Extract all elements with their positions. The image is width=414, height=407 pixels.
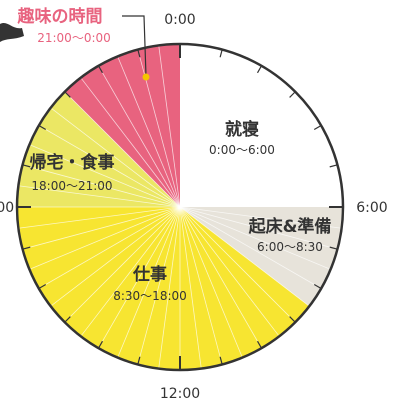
ticks-group xyxy=(17,44,343,370)
segment-time-work: 8:30〜18:00 xyxy=(113,289,187,303)
segment-home xyxy=(17,91,180,207)
spoke-line xyxy=(64,206,181,323)
segment-time-home: 18:00〜21:00 xyxy=(31,179,112,193)
hour-tick xyxy=(219,356,223,365)
spoke-line xyxy=(29,206,181,270)
segment-work xyxy=(16,207,310,370)
hour-tick xyxy=(97,65,104,74)
hour-label-12: 12:00 xyxy=(160,386,200,402)
hobby-leader-line xyxy=(122,15,147,77)
spoke-line xyxy=(137,206,181,365)
segment-label-work: 仕事 xyxy=(132,264,167,285)
spoke-line xyxy=(50,107,181,208)
spoke-line xyxy=(179,206,310,307)
hobby-time: 21:00〜0:00 xyxy=(37,31,111,45)
spoke-line xyxy=(38,206,181,289)
hour-tick xyxy=(22,164,31,168)
hour-tick xyxy=(137,356,141,365)
segment-sleep xyxy=(180,44,343,207)
hour-tick xyxy=(329,164,338,168)
hour-tick xyxy=(313,124,322,131)
hour-tick xyxy=(256,340,263,349)
hour-tick xyxy=(137,49,141,58)
segment-label-sleep: 就寝 xyxy=(225,119,259,140)
spoke-line xyxy=(179,206,280,337)
spoke-line xyxy=(98,65,181,208)
spoke-line xyxy=(179,206,296,323)
spoke-line xyxy=(64,91,181,208)
hour-tick xyxy=(289,316,296,323)
spoke-line xyxy=(179,206,331,270)
hour-tick xyxy=(313,283,322,290)
spoke-line xyxy=(80,77,181,208)
hour-tick xyxy=(289,91,296,98)
spoke-line xyxy=(29,144,181,208)
hour-label-6: 6:00 xyxy=(356,200,387,216)
hour-label-0: 0:00 xyxy=(164,12,195,28)
spoke-line xyxy=(80,206,181,337)
spoke-line xyxy=(22,164,181,208)
spoke-line xyxy=(18,185,181,208)
segments-group xyxy=(16,44,343,370)
spoke-line xyxy=(179,206,338,250)
segment-label-home: 帰宅・食事 xyxy=(30,152,115,173)
spoke-line xyxy=(158,206,181,369)
hour-tick xyxy=(64,91,71,98)
spoke-line xyxy=(50,206,181,307)
hour-tick xyxy=(38,124,47,131)
brush-decoration xyxy=(0,23,24,42)
spoke-line xyxy=(179,206,322,289)
hour-tick xyxy=(38,283,47,290)
hour-tick xyxy=(219,49,223,58)
hobby-dot xyxy=(142,73,150,81)
hour-tick xyxy=(256,65,263,74)
segment-time-sleep: 0:00〜6:00 xyxy=(209,143,275,157)
spoke-line xyxy=(38,125,181,208)
segment-hobby xyxy=(64,44,180,207)
hobby-title: 趣味の時間 xyxy=(17,6,103,27)
spoke-line xyxy=(22,206,181,250)
hour-tick xyxy=(329,246,338,250)
segment-wake xyxy=(180,207,343,307)
hour-tick xyxy=(64,316,71,323)
hour-tick xyxy=(97,340,104,349)
spoke-line xyxy=(117,206,181,358)
spoke-line xyxy=(179,206,202,369)
spokes-group xyxy=(17,45,342,370)
spoke-line xyxy=(179,206,262,349)
spoke-line xyxy=(18,206,181,229)
segment-label-wake: 起床&準備 xyxy=(248,216,332,237)
hour-label-18: 18:00 xyxy=(0,200,14,216)
spoke-line xyxy=(158,45,181,208)
hobby-segment-group xyxy=(64,44,180,207)
spoke-line xyxy=(179,206,342,229)
spoke-line xyxy=(117,56,181,208)
spoke-line xyxy=(179,206,223,365)
segment-time-wake: 6:00〜8:30 xyxy=(257,240,323,254)
spoke-line xyxy=(179,206,243,358)
spoke-line xyxy=(98,206,181,349)
hour-tick xyxy=(22,246,31,250)
